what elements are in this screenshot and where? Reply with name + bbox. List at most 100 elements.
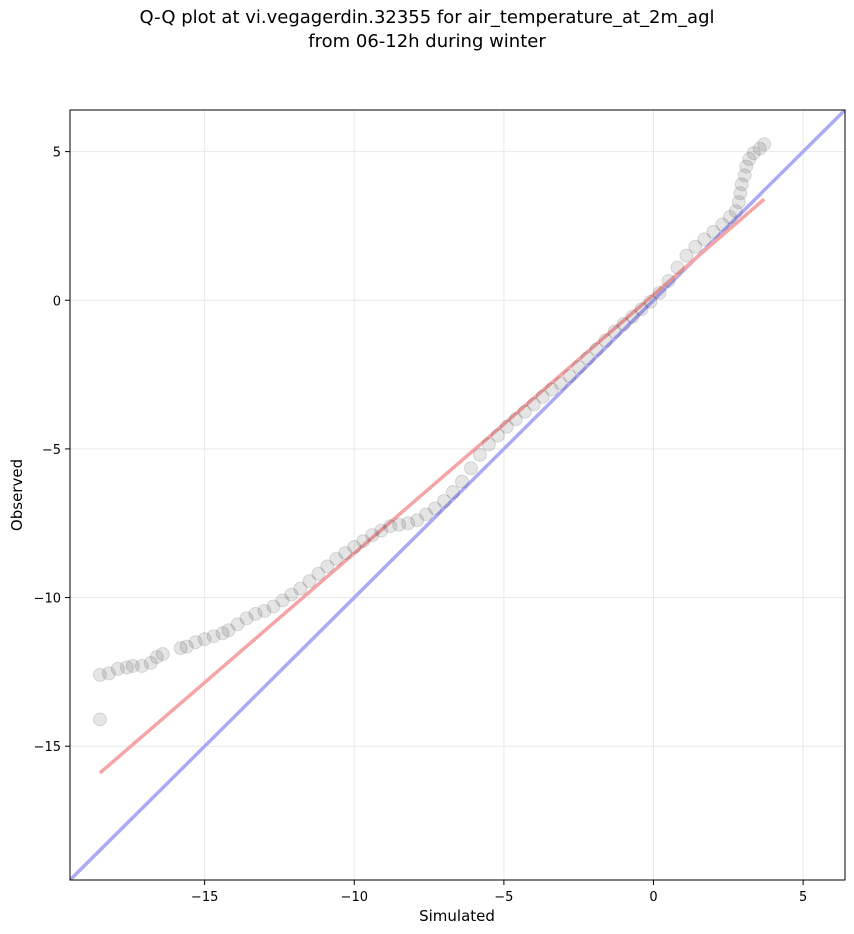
data-point <box>580 351 595 366</box>
data-point <box>746 146 761 161</box>
data-point <box>215 626 230 641</box>
y-tick-label: −10 <box>34 592 61 607</box>
data-point <box>119 660 134 675</box>
data-point <box>230 617 245 632</box>
data-point <box>661 273 676 288</box>
data-point <box>347 540 362 555</box>
data-point <box>302 574 317 589</box>
data-point <box>490 428 505 443</box>
data-point <box>125 658 140 673</box>
data-point <box>143 655 158 670</box>
axes: −15 −10 −5 0 5 5 0 −5 −10 −15 <box>34 109 846 905</box>
data-point <box>356 534 371 549</box>
data-point <box>428 501 443 516</box>
data-point <box>733 186 748 201</box>
data-point <box>472 447 487 462</box>
data-point <box>607 324 622 339</box>
data-point <box>188 635 203 650</box>
data-point <box>737 168 752 183</box>
data-point <box>757 137 772 152</box>
data-point <box>134 658 149 673</box>
y-axis-label: Observed <box>8 459 26 531</box>
data-point <box>742 152 757 167</box>
data-point <box>562 369 577 384</box>
data-point <box>275 593 290 608</box>
x-tick-label: −15 <box>191 890 218 905</box>
data-point <box>311 566 326 581</box>
data-point <box>571 360 586 375</box>
data-point <box>383 519 398 534</box>
data-point <box>401 516 416 531</box>
data-point <box>329 551 344 566</box>
data-point <box>221 623 236 638</box>
data-point <box>365 528 380 543</box>
plot-frame <box>69 109 846 881</box>
data-point <box>739 159 754 174</box>
data-point <box>625 309 640 324</box>
data-point <box>239 611 254 626</box>
chart-title-line-2: from 06-12h during winter <box>308 31 546 52</box>
data-point <box>149 650 164 665</box>
data-point <box>92 667 107 682</box>
data-point <box>652 285 667 300</box>
data-point <box>410 513 425 528</box>
data-point <box>284 587 299 602</box>
data-point <box>544 382 559 397</box>
data-point <box>731 195 746 210</box>
y-tick-label: −15 <box>34 740 61 755</box>
data-point <box>320 559 335 574</box>
data-point <box>517 404 532 419</box>
data-point <box>734 177 749 192</box>
data-point <box>374 523 389 538</box>
data-point <box>706 224 721 239</box>
data-point <box>197 632 212 647</box>
data-point <box>101 666 116 681</box>
data-point <box>679 248 694 263</box>
data-point <box>643 294 658 309</box>
x-tick-label: −10 <box>341 890 368 905</box>
x-tick-label: −5 <box>494 890 513 905</box>
data-point <box>392 517 407 532</box>
data-point <box>248 606 263 621</box>
data-point <box>697 232 712 247</box>
data-point <box>508 412 523 427</box>
grid <box>70 110 845 880</box>
data-point <box>266 599 281 614</box>
x-axis-label: Simulated <box>419 907 495 925</box>
data-point <box>598 333 613 348</box>
data-point <box>173 641 188 656</box>
x-tick-label: 0 <box>649 890 657 905</box>
x-tick-label: 5 <box>799 890 807 905</box>
data-point <box>688 239 703 254</box>
fit-line <box>98 197 766 775</box>
data-point <box>526 397 541 412</box>
quantile-points <box>92 137 772 727</box>
y-tick-label: 0 <box>53 294 61 309</box>
data-point <box>338 545 353 560</box>
data-point <box>110 661 125 676</box>
data-point <box>179 639 194 654</box>
data-point <box>155 647 170 662</box>
y-tick-label: −5 <box>42 443 61 458</box>
data-point <box>257 603 272 618</box>
data-point <box>481 437 496 452</box>
data-point <box>722 210 737 225</box>
data-point <box>437 493 452 508</box>
data-point <box>206 629 221 644</box>
data-point <box>419 507 434 522</box>
data-point <box>293 581 308 596</box>
data-point <box>715 217 730 232</box>
data-point <box>454 474 469 489</box>
data-point <box>728 204 743 219</box>
data-point <box>670 260 685 275</box>
identity-line <box>70 110 845 880</box>
reference-lines <box>70 110 845 880</box>
data-point <box>616 317 631 332</box>
y-tick-label: 5 <box>53 146 61 161</box>
data-point <box>589 342 604 357</box>
data-point <box>92 712 107 727</box>
data-point <box>446 485 461 500</box>
data-point <box>463 461 478 476</box>
